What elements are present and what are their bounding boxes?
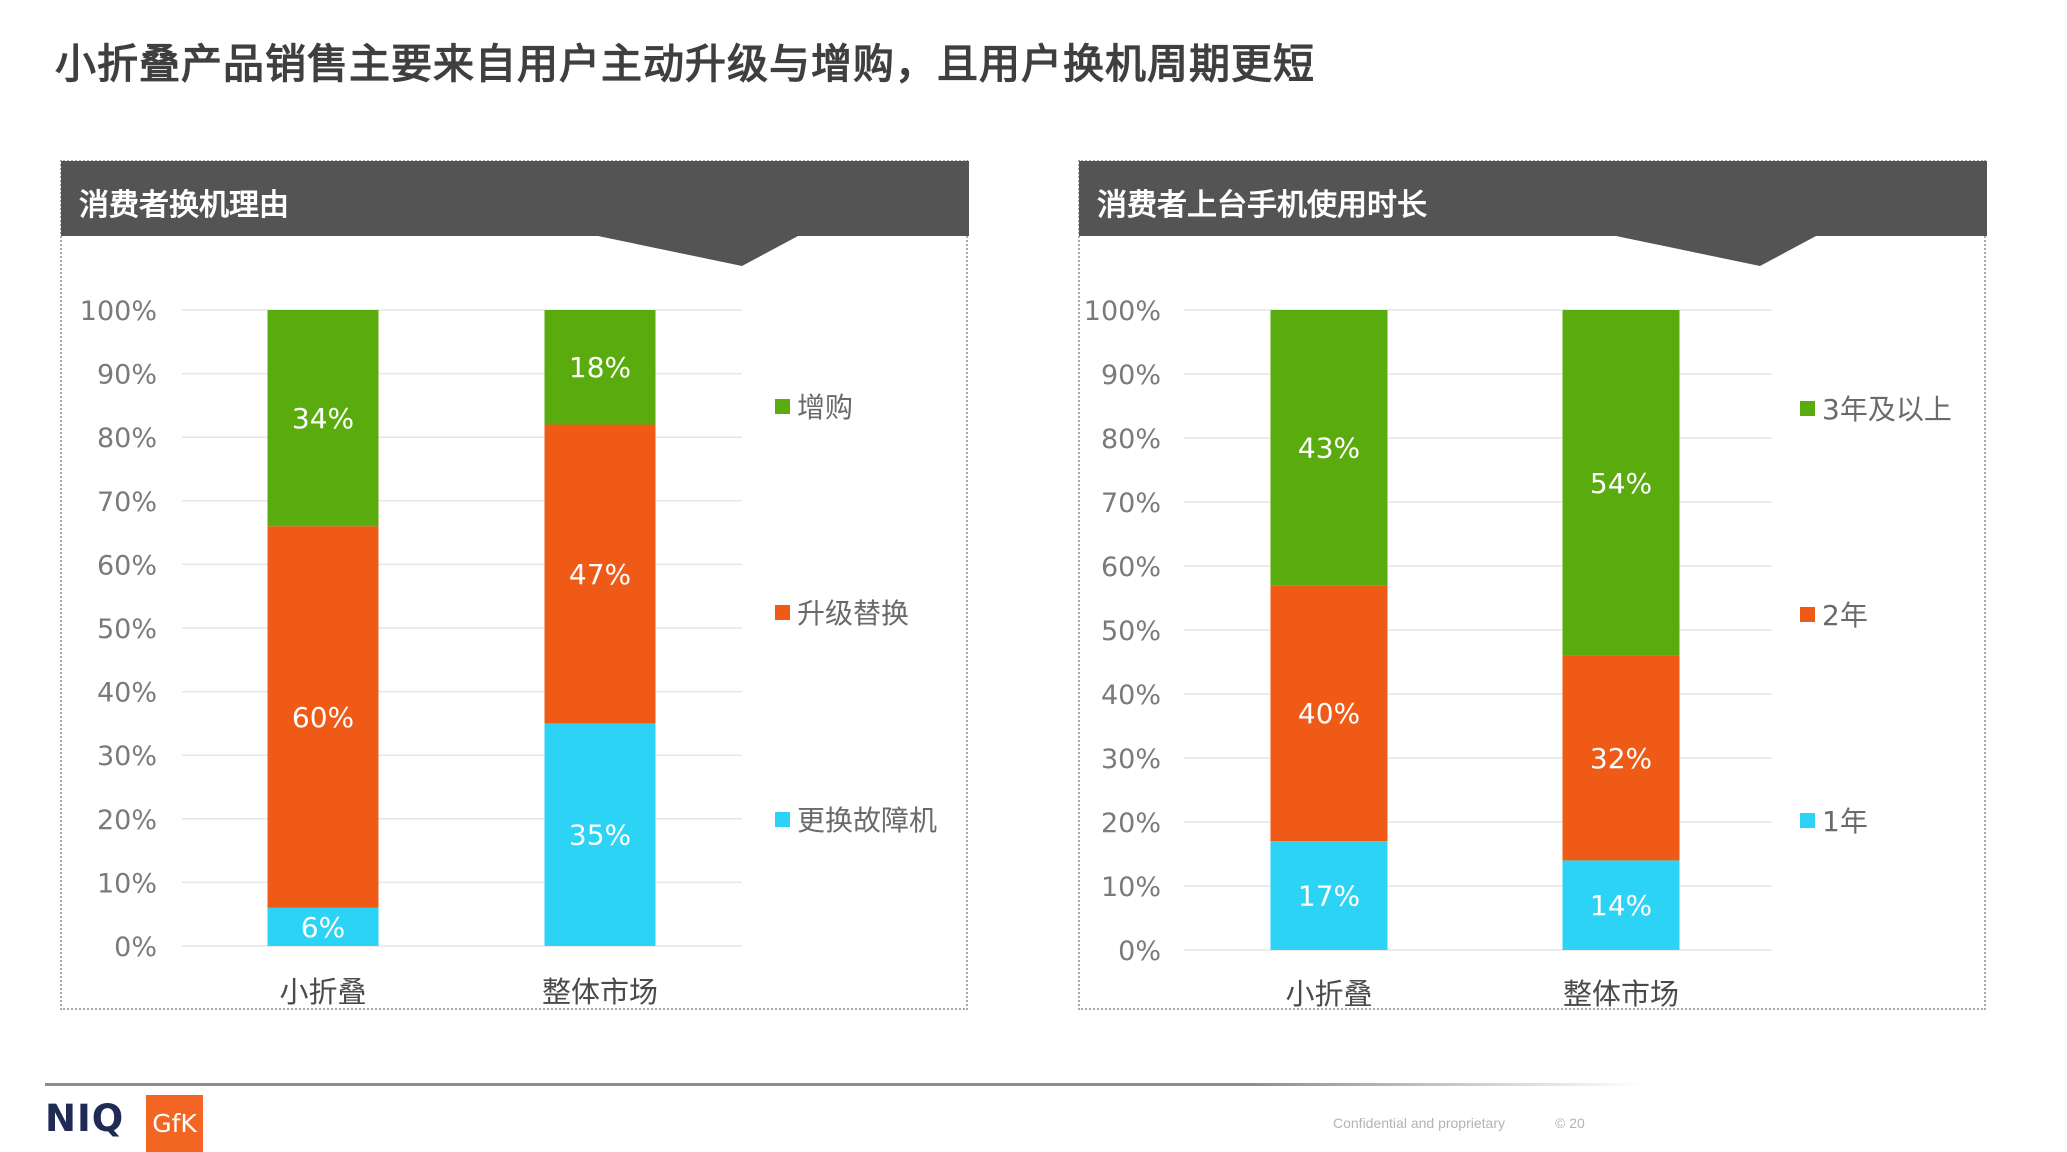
copyright-note: © 20 [1555, 1115, 1585, 1131]
panel-title: 消费者上台手机使用时长 [1097, 188, 1427, 223]
legend-label: 3年及以上 [1822, 393, 1952, 426]
data-label: 43% [1298, 432, 1360, 465]
x-category-label: 小折叠 [1285, 977, 1372, 1010]
data-label: 60% [292, 701, 354, 734]
bar-segment [267, 907, 379, 946]
legend-swatch [775, 812, 790, 827]
bar-segment [267, 526, 379, 908]
bar-segment [267, 310, 379, 527]
y-tick-label: 40% [1101, 680, 1161, 711]
data-label: 47% [569, 558, 631, 591]
bar-segment [1270, 310, 1388, 586]
data-label: 54% [1590, 467, 1652, 500]
data-label: 35% [569, 819, 631, 852]
footer-fade-overlay [1600, 1055, 2067, 1149]
usage-duration-chart-panel: 消费者上台手机使用时长 0% 10% 20% 30% 40% 50% 60% 70% 80% 90… [1078, 160, 1987, 1010]
panel-header-banner [61, 161, 969, 266]
y-tick-label: 0% [1118, 936, 1161, 967]
footer-divider [45, 1083, 1645, 1086]
y-tick-label: 60% [97, 550, 157, 581]
confidential-note: Confidential and proprietary [1333, 1115, 1505, 1131]
y-tick-label: 100% [80, 296, 157, 327]
x-category-label: 小折叠 [279, 975, 366, 1009]
bar-segment [1562, 310, 1680, 656]
legend-label: 更换故障机 [797, 804, 937, 837]
legend-label: 2年 [1822, 599, 1868, 632]
y-tick-label: 10% [97, 868, 157, 899]
legend-swatch [775, 399, 790, 414]
page-title: 小折叠产品销售主要来自用户主动升级与增购，且用户换机周期更短 [55, 40, 1315, 88]
y-tick-label: 70% [97, 487, 157, 518]
data-label: 34% [292, 402, 354, 435]
y-tick-label: 10% [1101, 872, 1161, 903]
data-label: 18% [569, 351, 631, 384]
y-tick-label: 30% [97, 741, 157, 772]
data-label: 32% [1590, 742, 1652, 775]
usage-stacked-bar-chart: 0% 10% 20% 30% 40% 50% 60% 70% 80% 90% 100% 17% 40% 4… [1084, 296, 1952, 1010]
legend-swatch [1800, 401, 1815, 416]
y-tick-label: 90% [97, 360, 157, 391]
reason-chart-panel: 消费者换机理由 0% 10% 20% 30% 40% 50% 60% 70% 80% 90% 100… [60, 160, 969, 1010]
gfk-logo: GfK [146, 1095, 203, 1152]
y-tick-label: 60% [1101, 552, 1161, 583]
gfk-logo-text: GfK [152, 1109, 197, 1138]
bar-segment [1270, 841, 1388, 950]
reason-stacked-bar-chart: 0% 10% 20% 30% 40% 50% 60% 70% 80% 90% 100% 6% 60% 34… [80, 296, 937, 1009]
y-tick-label: 100% [1084, 296, 1161, 327]
panel-title: 消费者换机理由 [79, 188, 289, 223]
x-category-label: 整体市场 [1563, 977, 1679, 1010]
bar-segment [544, 723, 656, 946]
bar-segment [1562, 860, 1680, 950]
y-tick-label: 20% [97, 805, 157, 836]
y-tick-label: 50% [97, 614, 157, 645]
bar-segment [544, 310, 656, 425]
legend-swatch [1800, 813, 1815, 828]
legend-swatch [1800, 607, 1815, 622]
panel-header-banner [1079, 161, 1987, 266]
y-tick-label: 90% [1101, 360, 1161, 391]
legend-label: 1年 [1822, 805, 1868, 838]
data-label: 14% [1590, 889, 1652, 922]
y-tick-label: 0% [114, 932, 157, 963]
legend-swatch [775, 605, 790, 620]
data-label: 6% [301, 911, 345, 944]
bar-segment [1270, 585, 1388, 842]
x-category-label: 整体市场 [542, 975, 658, 1009]
y-tick-label: 30% [1101, 744, 1161, 775]
y-tick-label: 40% [97, 678, 157, 709]
y-tick-label: 70% [1101, 488, 1161, 519]
y-tick-label: 50% [1101, 616, 1161, 647]
bar-segment [544, 424, 656, 724]
data-label: 40% [1298, 697, 1360, 730]
y-tick-label: 20% [1101, 808, 1161, 839]
niq-logo: NIQ [45, 1097, 125, 1140]
data-label: 17% [1298, 880, 1360, 913]
bar-segment [1562, 655, 1680, 861]
legend-label: 升级替换 [797, 597, 909, 630]
y-tick-label: 80% [1101, 424, 1161, 455]
legend-label: 增购 [797, 391, 853, 424]
y-tick-label: 80% [97, 423, 157, 454]
